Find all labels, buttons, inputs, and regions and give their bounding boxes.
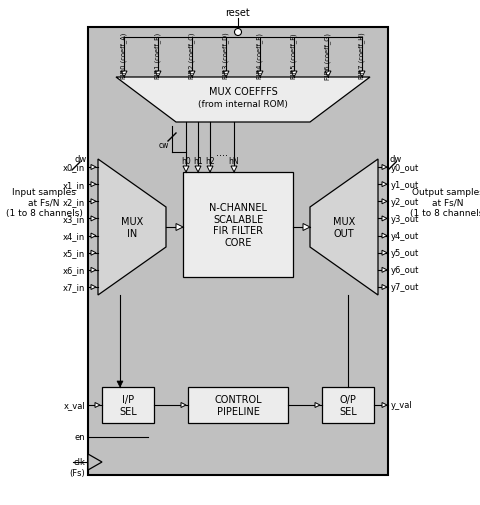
Text: N-CHANNEL
SCALABLE
FIR FILTER
CORE: N-CHANNEL SCALABLE FIR FILTER CORE [209, 203, 267, 247]
Polygon shape [117, 381, 123, 387]
Text: h0: h0 [181, 156, 191, 165]
Bar [183, 173, 293, 277]
Polygon shape [291, 72, 297, 78]
Text: x2_in: x2_in [63, 197, 85, 207]
Polygon shape [91, 182, 96, 187]
Polygon shape [382, 268, 387, 273]
Polygon shape [382, 250, 387, 256]
Polygon shape [382, 402, 387, 408]
Polygon shape [382, 285, 387, 290]
Text: Input samples
at Fs/N
(1 to 8 channels): Input samples at Fs/N (1 to 8 channels) [6, 188, 83, 218]
Polygon shape [91, 165, 96, 170]
Text: (from internal ROM): (from internal ROM) [198, 99, 288, 108]
Text: FIR0 (coeff_A): FIR0 (coeff_A) [120, 33, 127, 79]
Bar [102, 387, 154, 423]
Text: y6_out: y6_out [391, 266, 420, 275]
Text: x0_in: x0_in [63, 163, 85, 172]
Text: y3_out: y3_out [391, 215, 420, 224]
Text: x1_in: x1_in [63, 180, 85, 189]
Polygon shape [91, 285, 96, 290]
Bar [322, 387, 374, 423]
Text: CONTROL
PIPELINE: CONTROL PIPELINE [214, 394, 262, 416]
Text: hN: hN [228, 156, 240, 165]
Text: x_val: x_val [63, 400, 85, 410]
Text: y7_out: y7_out [391, 283, 420, 292]
Polygon shape [116, 78, 370, 123]
Text: y4_out: y4_out [391, 232, 419, 240]
Text: x3_in: x3_in [62, 215, 85, 224]
Text: clk: clk [73, 458, 85, 467]
Polygon shape [91, 234, 96, 238]
Polygon shape [121, 72, 127, 78]
Text: y_val: y_val [391, 400, 413, 410]
Text: FIR3 (coeff_D): FIR3 (coeff_D) [223, 32, 229, 79]
Polygon shape [303, 224, 310, 231]
Text: y1_out: y1_out [391, 180, 419, 189]
Text: cw: cw [159, 140, 169, 149]
Text: (Fs): (Fs) [69, 469, 85, 478]
Text: MUX COEFFFS: MUX COEFFFS [209, 87, 277, 97]
Text: FIR1 (coeff_B): FIR1 (coeff_B) [155, 33, 161, 79]
Polygon shape [91, 217, 96, 222]
Polygon shape [88, 454, 102, 470]
Text: I/P
SEL: I/P SEL [119, 394, 137, 416]
Polygon shape [176, 224, 183, 231]
Text: dw: dw [75, 154, 87, 163]
Text: y5_out: y5_out [391, 249, 419, 258]
Text: h1: h1 [193, 156, 203, 165]
Text: FIR2 (coeff_C): FIR2 (coeff_C) [189, 33, 195, 79]
Text: x5_in: x5_in [63, 249, 85, 258]
Polygon shape [91, 250, 96, 256]
Polygon shape [195, 167, 201, 173]
Text: y2_out: y2_out [391, 197, 419, 207]
Text: x4_in: x4_in [63, 232, 85, 240]
Text: O/P
SEL: O/P SEL [339, 394, 357, 416]
Polygon shape [257, 72, 263, 78]
Polygon shape [382, 217, 387, 222]
Text: h2: h2 [205, 156, 215, 165]
Polygon shape [382, 234, 387, 238]
Polygon shape [315, 402, 320, 408]
Bar [188, 387, 288, 423]
Text: reset: reset [226, 8, 251, 18]
Polygon shape [382, 199, 387, 205]
Text: x7_in: x7_in [62, 283, 85, 292]
Polygon shape [325, 72, 331, 78]
Text: FIR4 (coeff_E): FIR4 (coeff_E) [257, 33, 264, 79]
Polygon shape [310, 160, 378, 295]
Polygon shape [223, 72, 229, 78]
Text: ....: .... [216, 147, 228, 158]
Polygon shape [231, 167, 237, 173]
Text: en: en [74, 433, 85, 442]
Polygon shape [181, 402, 186, 408]
Text: y0_out: y0_out [391, 163, 419, 172]
Polygon shape [91, 199, 96, 205]
Polygon shape [359, 72, 365, 78]
Polygon shape [95, 402, 100, 408]
Text: MUX
IN: MUX IN [121, 217, 143, 238]
Text: FIR7 (coeff_H): FIR7 (coeff_H) [359, 32, 365, 79]
Text: FIR6 (coeff_G): FIR6 (coeff_G) [324, 32, 331, 79]
Polygon shape [155, 72, 161, 78]
Bar [88, 28, 388, 475]
Circle shape [235, 29, 241, 36]
Text: dw: dw [390, 154, 402, 163]
Polygon shape [382, 182, 387, 187]
Polygon shape [189, 72, 195, 78]
Polygon shape [98, 160, 166, 295]
Text: x6_in: x6_in [62, 266, 85, 275]
Polygon shape [183, 167, 189, 173]
Polygon shape [207, 167, 213, 173]
Text: FIR5 (coeff_F): FIR5 (coeff_F) [290, 33, 298, 79]
Text: Output samples
at Fs/N
(1 to 8 channels): Output samples at Fs/N (1 to 8 channels) [409, 188, 480, 218]
Polygon shape [91, 268, 96, 273]
Text: MUX
OUT: MUX OUT [333, 217, 355, 238]
Polygon shape [382, 165, 387, 170]
